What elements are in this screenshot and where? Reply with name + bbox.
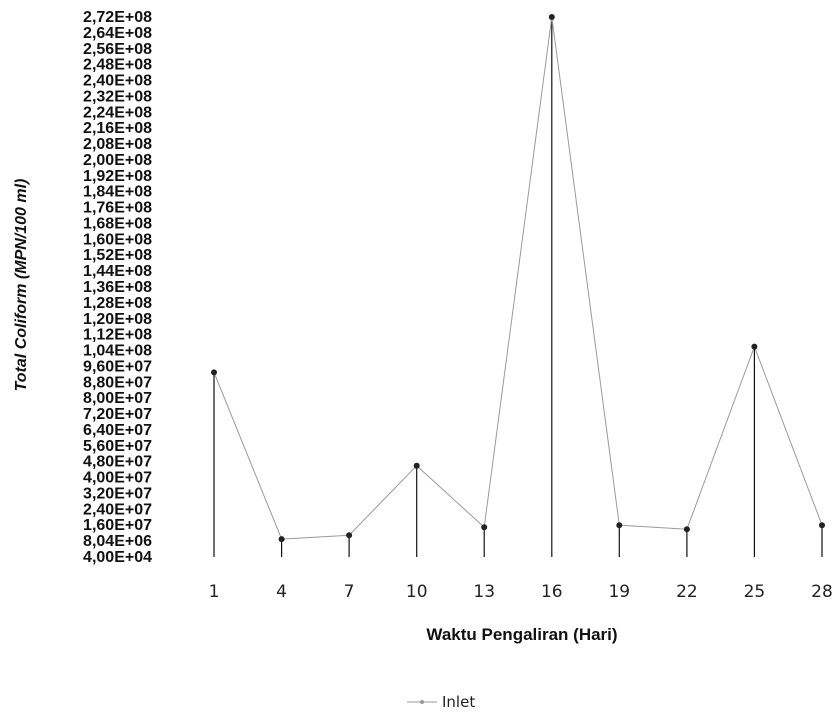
y-tick-label: 1,52E+08 (83, 247, 152, 264)
data-point (278, 536, 285, 543)
x-tick-label: 16 (541, 582, 563, 602)
y-tick-label: 2,40E+08 (83, 73, 152, 90)
y-tick-label: 4,00E+04 (83, 549, 152, 566)
x-tick-label: 28 (811, 582, 833, 602)
y-tick-label: 2,08E+08 (83, 136, 152, 153)
y-tick-label: 2,48E+08 (83, 57, 152, 74)
y-tick-label: 2,40E+07 (83, 501, 152, 518)
y-tick-label: 4,80E+07 (83, 454, 152, 471)
y-tick-label: 1,44E+08 (83, 263, 152, 280)
y-tick-label: 6,40E+07 (83, 422, 152, 439)
y-tick-label: 5,60E+07 (83, 438, 152, 455)
x-axis-title: Waktu Pengaliran (Hari) (426, 625, 617, 644)
y-tick-label: 1,04E+08 (83, 343, 152, 360)
value-drop-lines (213, 17, 823, 557)
y-tick-label: 1,36E+08 (83, 279, 152, 296)
series-markers (211, 14, 825, 543)
x-tick-label: 25 (744, 582, 766, 602)
y-tick-label: 2,72E+08 (83, 9, 152, 26)
y-tick-label: 7,20E+07 (83, 406, 152, 423)
x-tick-label: 10 (406, 582, 428, 602)
y-axis-title: Total Coliform (MPN/100 ml) (13, 179, 30, 392)
x-tick-label: 19 (608, 582, 630, 602)
data-point (751, 343, 758, 350)
y-tick-label: 2,24E+08 (83, 104, 152, 121)
x-tick-label: 1 (209, 582, 220, 602)
y-tick-label: 2,32E+08 (83, 88, 152, 105)
data-point (616, 522, 623, 529)
y-tick-label: 1,20E+08 (83, 311, 152, 328)
y-tick-label: 8,80E+07 (83, 374, 152, 391)
y-tick-label: 1,60E+08 (83, 231, 152, 248)
x-tick-label: 13 (473, 582, 495, 602)
data-point (548, 14, 555, 20)
x-tick-label: 22 (676, 582, 698, 602)
y-tick-label: 8,04E+06 (83, 533, 152, 550)
y-tick-label: 1,28E+08 (83, 295, 152, 312)
y-tick-label: 1,84E+08 (83, 184, 152, 201)
legend: Inlet (407, 693, 475, 711)
y-tick-label: 1,60E+07 (83, 517, 152, 534)
y-tick-label: 1,92E+08 (83, 168, 152, 185)
series-line-inlet (213, 16, 823, 540)
data-point (211, 369, 217, 376)
y-axis-tick-labels: 4,00E+048,04E+061,60E+072,40E+073,20E+07… (83, 9, 152, 566)
y-tick-label: 1,12E+08 (83, 327, 152, 344)
y-tick-label: 3,20E+07 (83, 486, 152, 503)
y-tick-label: 2,64E+08 (83, 25, 152, 42)
y-tick-label: 2,00E+08 (83, 152, 152, 169)
data-point (413, 462, 420, 469)
data-point (481, 524, 488, 531)
data-point (346, 532, 353, 539)
y-tick-label: 9,60E+07 (83, 358, 152, 375)
legend-marker-swatch (420, 700, 424, 704)
x-axis-tick-labels: 1 4 7 10 13 16 19 22 25 28 (209, 582, 833, 602)
legend-label-inlet: Inlet (442, 693, 475, 711)
y-tick-label: 1,68E+08 (83, 216, 152, 233)
y-tick-label: 4,00E+07 (83, 470, 152, 487)
data-point (819, 522, 825, 529)
x-tick-label: 7 (344, 582, 355, 602)
data-point (683, 526, 690, 533)
y-tick-label: 2,56E+08 (83, 41, 152, 58)
y-tick-label: 8,00E+07 (83, 390, 152, 407)
x-tick-label: 4 (276, 582, 287, 602)
y-tick-label: 1,76E+08 (83, 200, 152, 217)
y-tick-label: 2,16E+08 (83, 120, 152, 137)
